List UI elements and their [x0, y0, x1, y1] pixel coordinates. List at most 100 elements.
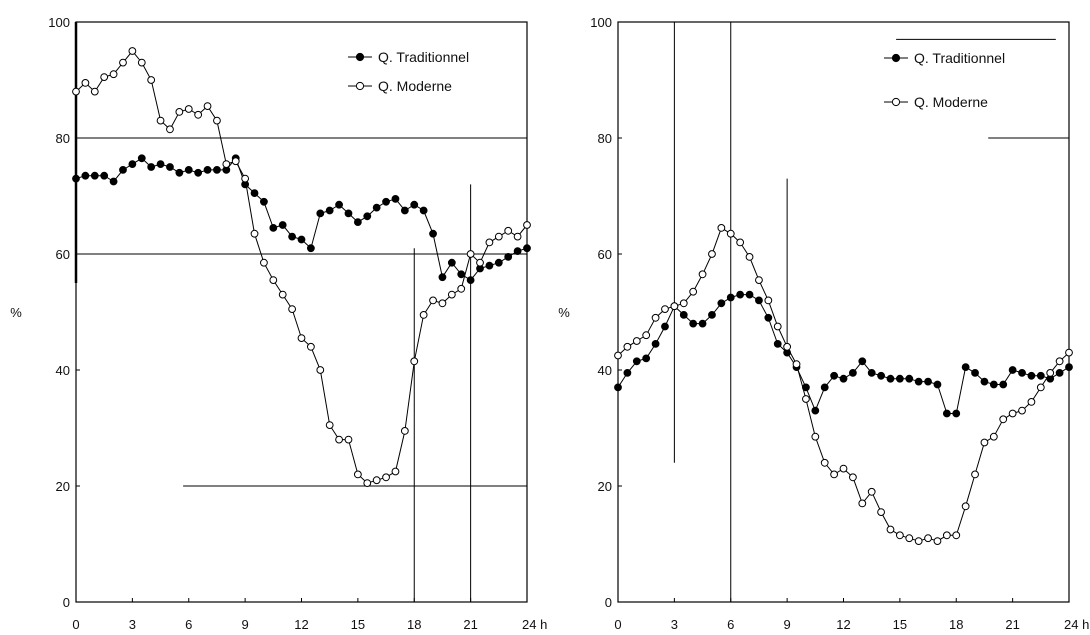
- data-point: [689, 287, 698, 296]
- data-point: [438, 273, 447, 282]
- data-point: [698, 319, 707, 328]
- data-point: [924, 377, 932, 386]
- data-point: [194, 168, 203, 177]
- data-point: [119, 58, 127, 67]
- data-point: [419, 206, 428, 215]
- legend-entry: Q. Traditionnel: [914, 50, 1005, 66]
- data-point: [726, 293, 735, 302]
- x-tick-label: 15: [893, 617, 907, 632]
- data-point: [1065, 348, 1073, 357]
- data-point: [391, 467, 400, 476]
- data-point: [726, 229, 735, 238]
- data-point: [429, 229, 437, 238]
- data-point: [679, 299, 688, 308]
- data-point: [288, 232, 297, 241]
- data-point: [1036, 371, 1045, 380]
- y-tick-label: 0: [63, 595, 70, 610]
- y-tick-label: 40: [598, 363, 612, 378]
- x-tick-label: 18: [949, 617, 963, 632]
- data-point: [494, 232, 503, 241]
- data-point: [811, 406, 820, 415]
- x-tick-label: 24 h: [522, 617, 547, 632]
- data-point: [689, 319, 698, 328]
- data-point: [447, 258, 456, 267]
- x-tick-label: 0: [614, 617, 621, 632]
- data-point: [109, 177, 118, 186]
- data-point: [184, 105, 193, 113]
- data-point: [288, 305, 297, 314]
- data-point: [175, 108, 184, 116]
- data-point: [363, 479, 372, 488]
- data-point: [745, 290, 754, 299]
- data-point: [764, 313, 773, 322]
- data-point: [194, 110, 203, 119]
- data-point: [72, 174, 80, 183]
- y-tick-label: 0: [605, 595, 612, 610]
- data-point: [1018, 406, 1026, 415]
- data-point: [306, 342, 315, 351]
- data-point: [698, 270, 707, 279]
- x-tick-label: 18: [407, 617, 421, 632]
- data-point: [614, 383, 622, 392]
- data-point: [457, 270, 466, 279]
- data-point: [260, 197, 268, 206]
- data-point: [802, 395, 810, 403]
- y-tick-label: 20: [56, 479, 70, 494]
- data-point: [419, 311, 428, 319]
- data-point: [438, 299, 447, 308]
- x-tick-label: 24 h: [1064, 617, 1089, 632]
- data-point: [773, 340, 782, 348]
- data-point: [905, 534, 914, 543]
- data-point: [830, 470, 839, 479]
- data-point: [410, 200, 419, 209]
- y-tick-label: 100: [48, 15, 70, 30]
- data-point: [147, 163, 156, 171]
- data-point: [109, 70, 118, 79]
- data-point: [269, 224, 278, 232]
- data-point: [708, 250, 716, 258]
- data-point: [717, 224, 726, 232]
- data-point: [952, 531, 961, 540]
- data-point: [642, 354, 651, 363]
- data-point: [632, 357, 641, 366]
- data-point: [670, 302, 679, 311]
- data-point: [457, 284, 466, 293]
- y-tick-label: 80: [598, 131, 612, 146]
- data-point: [335, 435, 343, 444]
- legend-marker: [891, 53, 901, 63]
- data-point: [382, 473, 390, 482]
- x-tick-label: 6: [185, 617, 192, 632]
- data-point: [523, 244, 531, 253]
- data-point: [344, 435, 353, 444]
- data-point: [708, 311, 716, 319]
- data-point: [679, 311, 688, 319]
- data-point: [933, 380, 942, 389]
- data-point: [858, 499, 867, 508]
- data-point: [914, 537, 923, 545]
- data-point: [755, 276, 763, 285]
- x-tick-label: 6: [727, 617, 734, 632]
- series-line-1: [75, 157, 528, 281]
- legend-entry: Q. Moderne: [914, 94, 988, 110]
- data-point: [651, 340, 660, 348]
- data-point: [895, 531, 904, 540]
- data-point: [989, 432, 998, 441]
- data-point: [783, 342, 792, 351]
- y-tick-label: 60: [56, 247, 70, 262]
- data-point: [858, 357, 867, 366]
- y-tick-label: 80: [56, 131, 70, 146]
- data-point: [335, 200, 343, 209]
- data-point: [156, 116, 165, 125]
- data-point: [924, 534, 932, 543]
- data-point: [877, 508, 885, 516]
- data-point: [213, 116, 221, 125]
- data-point: [485, 261, 494, 270]
- data-point: [297, 235, 306, 244]
- data-point: [792, 360, 801, 369]
- x-tick-label: 15: [351, 617, 365, 632]
- data-point: [297, 334, 306, 343]
- data-point: [1055, 369, 1064, 377]
- data-point: [400, 427, 409, 435]
- data-point: [942, 409, 951, 418]
